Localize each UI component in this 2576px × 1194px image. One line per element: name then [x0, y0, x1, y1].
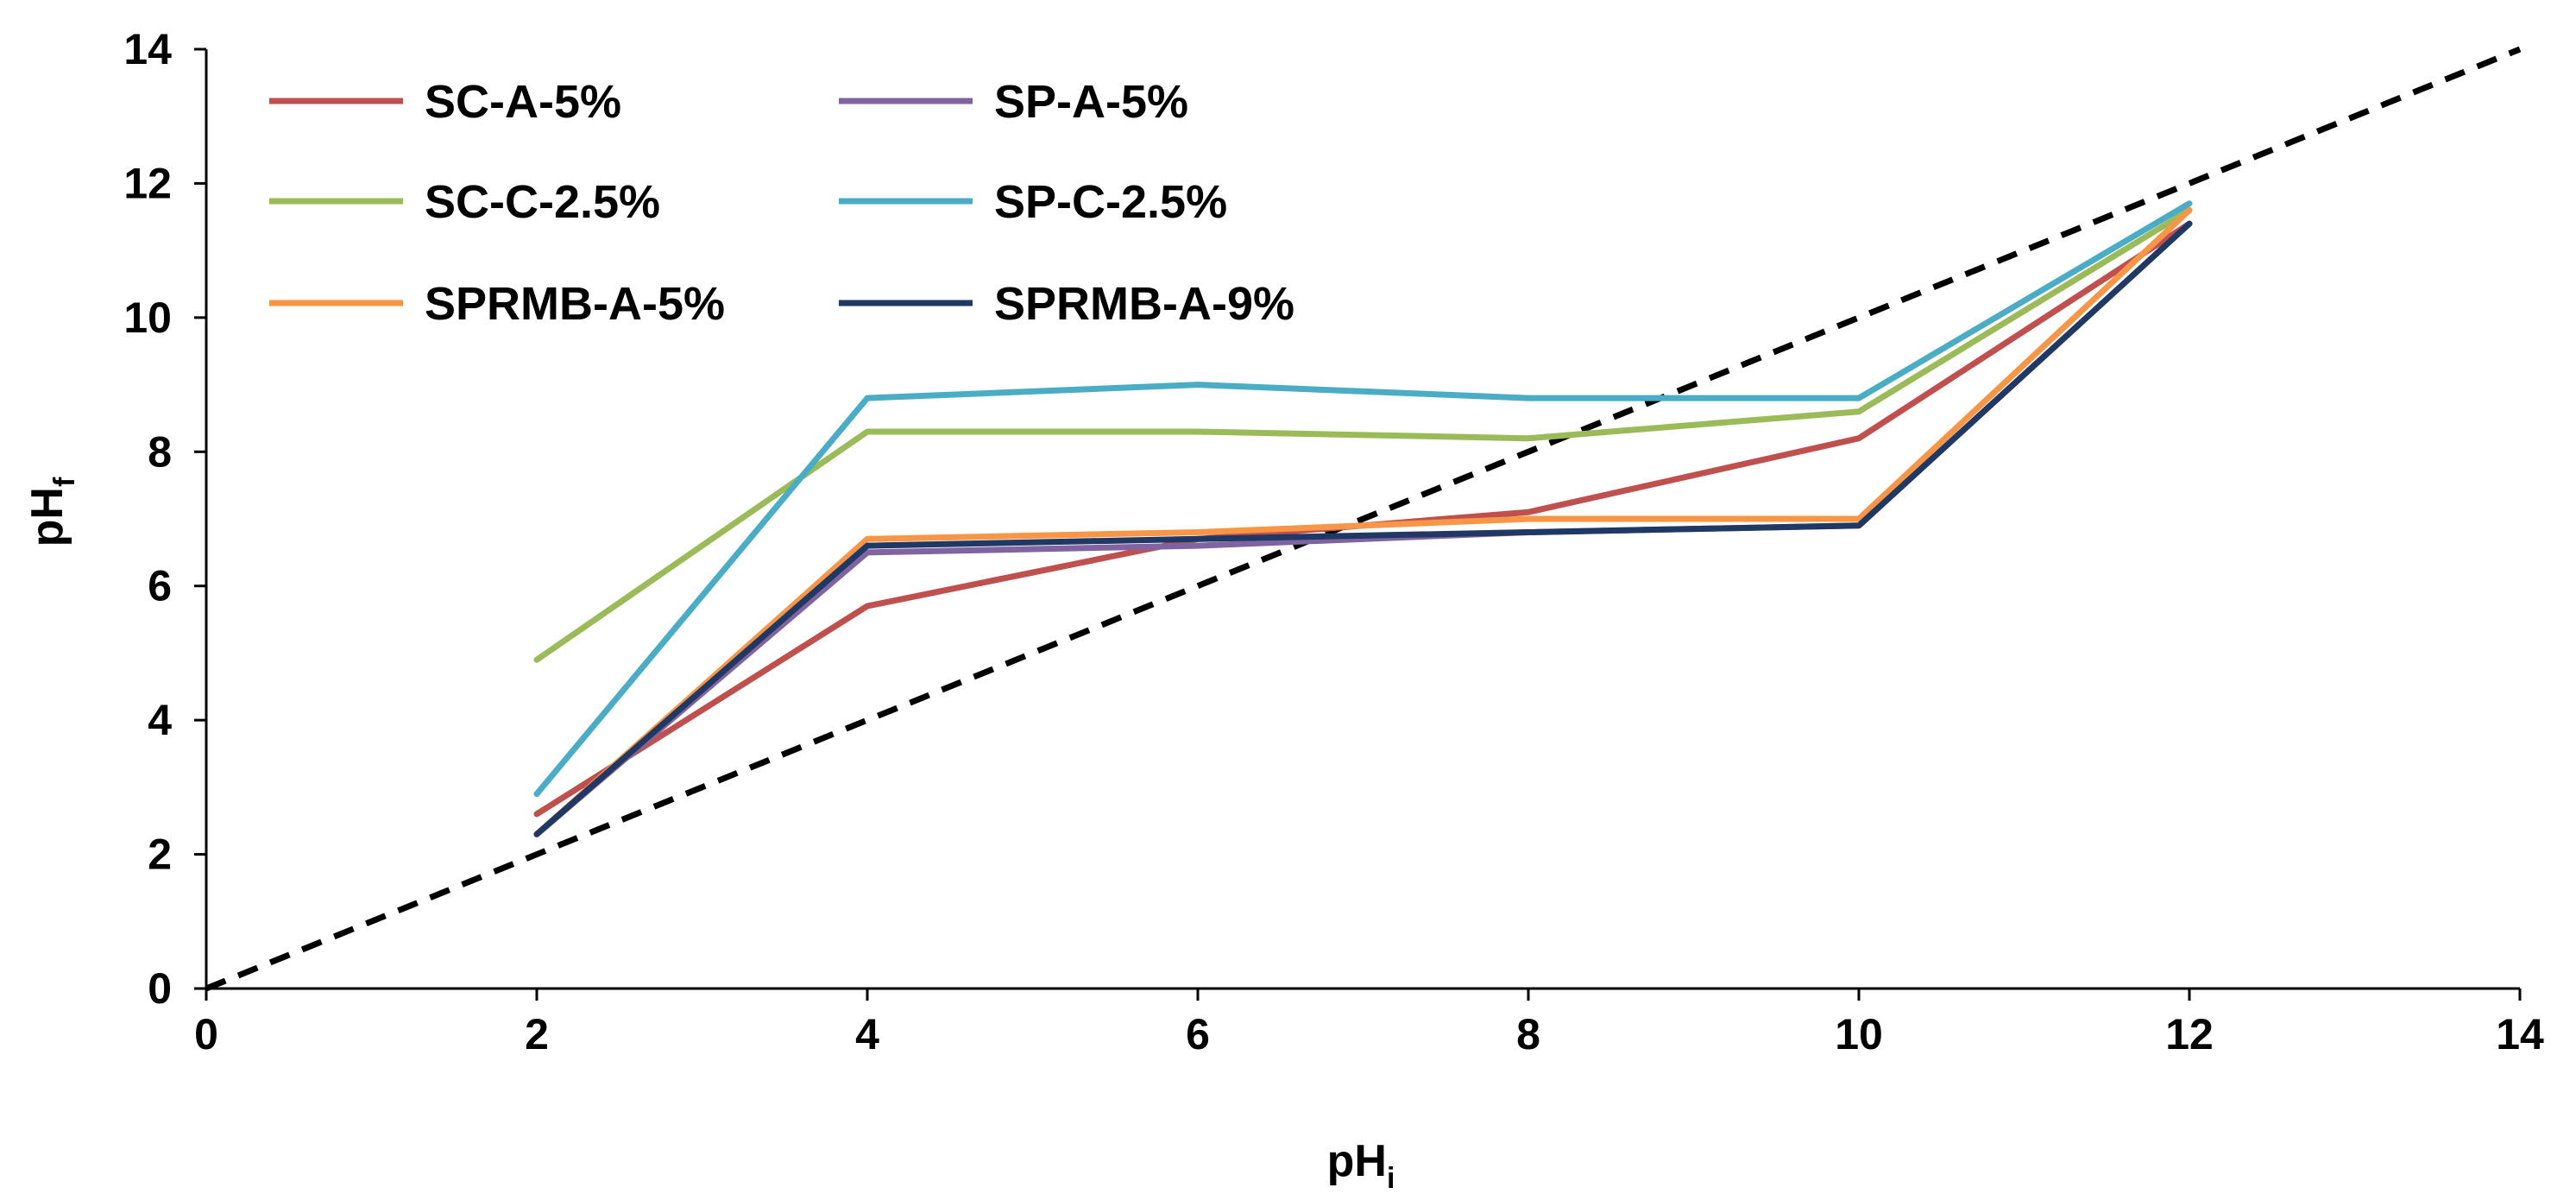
x-axis-title-subscript: i: [1387, 1162, 1395, 1194]
y-tick-label: 14: [123, 25, 172, 73]
x-tick-label: 4: [855, 1010, 879, 1058]
y-tick-label: 4: [148, 696, 172, 744]
y-tick-label: 2: [148, 831, 172, 879]
x-tick-label: 2: [525, 1010, 549, 1058]
reference-line: [205, 46, 2522, 992]
y-tick-label: 0: [148, 964, 172, 1013]
axes: [205, 49, 2520, 990]
x-tick-label: 10: [1835, 1010, 1883, 1058]
y-tick-label: 8: [148, 427, 172, 476]
y-tick-label: 12: [123, 159, 172, 207]
legend-label: SP-C-2.5%: [994, 176, 1227, 228]
legend: SC-A-5% SP-A-5% SC-C-2.5% SP-C-2.5% SPRMB-A-…: [269, 76, 1294, 330]
legend-item: SC-C-2.5%: [269, 176, 660, 228]
x-axis-title-main: pH: [1327, 1136, 1387, 1186]
legend-label: SPRMB-A-5%: [425, 278, 725, 330]
legend-label: SC-C-2.5%: [425, 176, 660, 228]
x-tick-label: 8: [1516, 1010, 1540, 1058]
legend-item: SP-A-5%: [839, 76, 1188, 128]
x-tick-label: 12: [2165, 1010, 2214, 1058]
legend-label: SP-A-5%: [994, 76, 1188, 128]
series-line-sprmb-a-5-: [533, 207, 2193, 837]
series-line-sprmb-a-9-: [533, 220, 2193, 837]
y-tick-label: 10: [123, 294, 172, 342]
series-line-sp-c-2-5-: [533, 200, 2193, 798]
y-axis-title-subscript: f: [48, 477, 81, 487]
legend-item: SP-C-2.5%: [839, 176, 1227, 228]
ticks: 0 2 4 6 8 10 12 14 0 2 4 6 8 10 12 14: [123, 25, 2544, 1058]
series-line-sc-c-2-5-: [533, 207, 2193, 663]
y-axis-title: pHf: [22, 477, 81, 546]
x-axis-title: pHi: [1327, 1136, 1395, 1194]
legend-item: SC-A-5%: [269, 76, 621, 128]
legend-label: SC-A-5%: [425, 76, 621, 128]
series-line-sp-a-5-: [533, 220, 2193, 837]
legend-item: SPRMB-A-9%: [839, 278, 1294, 330]
x-tick-label: 0: [194, 1010, 218, 1058]
y-axis-title-main: pH: [22, 487, 72, 546]
x-tick-label: 14: [2496, 1010, 2544, 1058]
x-tick-label: 6: [1186, 1010, 1210, 1058]
legend-item: SPRMB-A-5%: [269, 278, 725, 330]
y-tick-label: 6: [148, 562, 172, 610]
legend-label: SPRMB-A-9%: [994, 278, 1294, 330]
plot-area: [205, 46, 2522, 992]
